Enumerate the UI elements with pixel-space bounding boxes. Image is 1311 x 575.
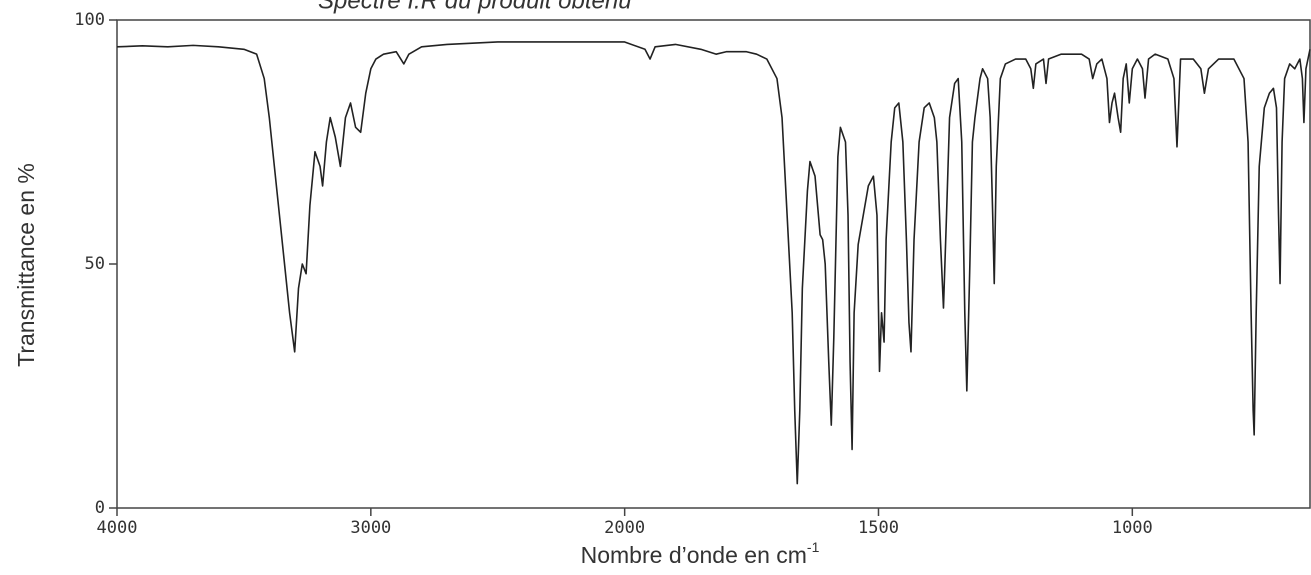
x-tick-label: 3000 <box>350 518 391 538</box>
y-axis-label: Transmittance en % <box>13 163 39 367</box>
x-tick-label: 1500 <box>858 518 899 538</box>
x-tick-label: 4000 <box>97 518 138 538</box>
x-tick-label: 1000 <box>1112 518 1153 538</box>
x-axis-label-text: Nombre d’onde en cm <box>581 542 807 568</box>
plot-frame <box>116 19 1311 509</box>
chart-title: Spectre I.R du produit obtenu <box>318 0 632 14</box>
x-axis-label: Nombre d’onde en cm-1 <box>581 539 820 568</box>
spectrum-line <box>116 41 1311 485</box>
x-tick-label: 2000 <box>604 518 645 538</box>
y-tick-label: 100 <box>74 10 105 30</box>
x-axis-label-sup: -1 <box>807 539 820 555</box>
y-tick-label: 50 <box>85 254 105 274</box>
y-tick-label: 0 <box>95 498 105 518</box>
